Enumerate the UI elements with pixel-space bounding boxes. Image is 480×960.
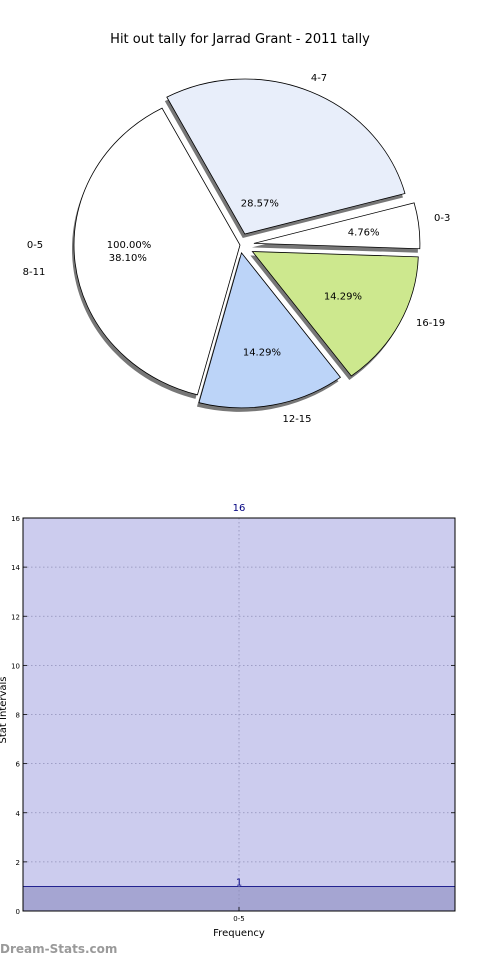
x-tick-label: 0-5 (233, 915, 244, 923)
pie-slice-label: 16-19 (416, 318, 445, 329)
bar-plot: 0 2 4 6 8 10 12 14 16 1 0-5 16 (11, 503, 456, 923)
pie-percent-label: 4.76% (348, 228, 380, 239)
y-tick-label: 0 (16, 908, 20, 916)
pie-percent-label: 38.10% (109, 253, 147, 264)
pie-slice-label: 12-15 (282, 414, 311, 425)
y-tick-label: 16 (11, 515, 20, 523)
pie-slice (73, 107, 241, 396)
bar-plot-frame (22, 517, 456, 912)
bar-value-label: 1 (236, 877, 242, 888)
y-tick-label: 14 (11, 564, 20, 572)
pie-slice-label: 8-11 (23, 267, 46, 278)
pie-slice (253, 202, 421, 250)
pie-percent-label: 28.57% (241, 198, 279, 209)
y-tick-label: 4 (16, 810, 21, 818)
pie-slice (198, 251, 342, 409)
pie-labels: 28.57% 4-7 4.76% 0-3 14.29% 16-19 14.29% 12-15 3… (23, 73, 451, 425)
y-tick-label: 10 (11, 662, 20, 670)
y-tick-label: 6 (16, 761, 21, 769)
y-tick-label: 2 (16, 859, 20, 867)
pie-slice (166, 78, 406, 235)
pie-slice-label: 4-7 (311, 73, 327, 84)
bar-top-label: 16 (233, 503, 246, 514)
y-tick-label: 8 (16, 712, 20, 720)
pie-percent-label: 14.29% (324, 291, 362, 302)
pie-title: Hit out tally for Jarrad Grant - 2011 ta… (110, 32, 370, 47)
y-tick-label: 12 (11, 613, 20, 621)
bar-x-axis-label: Frequency (213, 928, 265, 939)
pie-overlay-slice-label: 0-5 (27, 240, 43, 251)
pie-slice-label: 0-3 (434, 213, 450, 224)
pie-overlay-percent-label: 100.00% (107, 240, 152, 251)
pie-slices (73, 78, 421, 409)
pie-slice (251, 251, 419, 377)
pie-chart: Hit out tally for Jarrad Grant - 2011 ta… (23, 32, 451, 425)
bar-y-axis-label: Stat Intervals (0, 676, 9, 743)
watermark: Dream-Stats.com (0, 942, 118, 956)
bar-chart: 0 2 4 6 8 10 12 14 16 1 0-5 16 Frequency Stat Inter… (0, 503, 456, 939)
pie-percent-label: 14.29% (243, 348, 281, 359)
